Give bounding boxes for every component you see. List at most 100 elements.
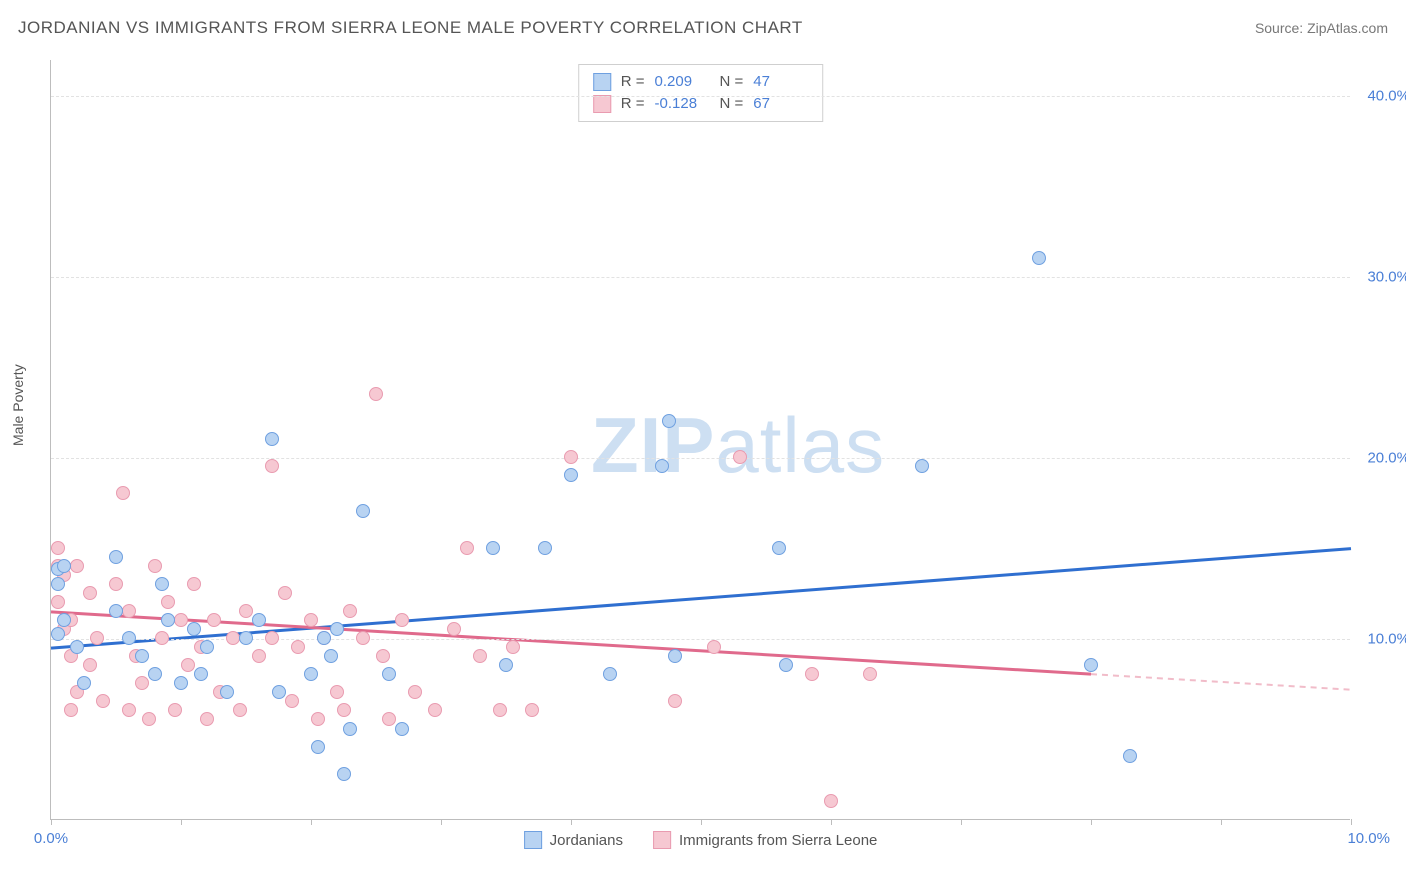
point-series-a	[662, 414, 676, 428]
trend-lines-svg	[51, 60, 1350, 819]
point-series-a	[200, 640, 214, 654]
title-bar: JORDANIAN VS IMMIGRANTS FROM SIERRA LEON…	[18, 18, 1388, 38]
point-series-a	[51, 627, 65, 641]
point-series-b	[805, 667, 819, 681]
point-series-a	[57, 613, 71, 627]
legend-swatch-a	[593, 73, 611, 91]
point-series-b	[265, 459, 279, 473]
point-series-b	[376, 649, 390, 663]
point-series-b	[83, 586, 97, 600]
point-series-a	[122, 631, 136, 645]
point-series-b	[200, 712, 214, 726]
r-value-a: 0.209	[655, 71, 710, 93]
point-series-a	[564, 468, 578, 482]
n-value-a: 47	[753, 71, 808, 93]
y-tick-label: 20.0%	[1367, 450, 1406, 467]
point-series-b	[408, 685, 422, 699]
point-series-b	[187, 577, 201, 591]
watermark-zip: ZIP	[591, 401, 715, 489]
x-tick	[961, 819, 962, 825]
point-series-a	[239, 631, 253, 645]
x-tick	[831, 819, 832, 825]
x-tick	[701, 819, 702, 825]
n-label: N =	[720, 71, 744, 93]
x-tick	[1221, 819, 1222, 825]
point-series-a	[155, 577, 169, 591]
point-series-a	[317, 631, 331, 645]
point-series-b	[51, 595, 65, 609]
point-series-a	[356, 504, 370, 518]
point-series-a	[51, 577, 65, 591]
point-series-b	[51, 541, 65, 555]
point-series-b	[343, 604, 357, 618]
legend-label-a: Jordanians	[550, 832, 623, 849]
point-series-a	[57, 559, 71, 573]
legend-correlation: R = 0.209 N = 47 R = -0.128 N = 67	[578, 64, 824, 122]
point-series-a	[304, 667, 318, 681]
point-series-a	[272, 685, 286, 699]
point-series-b	[226, 631, 240, 645]
point-series-b	[168, 703, 182, 717]
point-series-a	[187, 622, 201, 636]
point-series-b	[64, 703, 78, 717]
point-series-b	[447, 622, 461, 636]
x-tick	[311, 819, 312, 825]
point-series-b	[473, 649, 487, 663]
point-series-b	[252, 649, 266, 663]
point-series-b	[122, 703, 136, 717]
point-series-b	[90, 631, 104, 645]
legend-swatch-b	[593, 95, 611, 113]
watermark: ZIPatlas	[591, 400, 885, 491]
point-series-b	[148, 559, 162, 573]
point-series-a	[77, 676, 91, 690]
point-series-b	[291, 640, 305, 654]
point-series-a	[311, 740, 325, 754]
point-series-b	[135, 676, 149, 690]
point-series-a	[668, 649, 682, 663]
point-series-a	[109, 550, 123, 564]
point-series-b	[733, 450, 747, 464]
point-series-b	[525, 703, 539, 717]
point-series-a	[330, 622, 344, 636]
x-tick	[571, 819, 572, 825]
legend-item-b: Immigrants from Sierra Leone	[653, 831, 877, 849]
x-tick	[1091, 819, 1092, 825]
point-series-b	[207, 613, 221, 627]
point-series-a	[915, 459, 929, 473]
point-series-a	[324, 649, 338, 663]
x-tick	[1351, 819, 1352, 825]
y-tick-label: 30.0%	[1367, 269, 1406, 286]
chart-title: JORDANIAN VS IMMIGRANTS FROM SIERRA LEON…	[18, 18, 803, 38]
point-series-a	[174, 676, 188, 690]
point-series-b	[493, 703, 507, 717]
y-axis-label: Male Poverty	[10, 364, 26, 446]
point-series-b	[116, 486, 130, 500]
point-series-b	[564, 450, 578, 464]
point-series-a	[779, 658, 793, 672]
grid-line	[51, 96, 1350, 97]
point-series-b	[506, 640, 520, 654]
point-series-a	[148, 667, 162, 681]
point-series-b	[460, 541, 474, 555]
watermark-atlas: atlas	[715, 401, 885, 489]
legend-row-a: R = 0.209 N = 47	[593, 71, 809, 93]
point-series-b	[304, 613, 318, 627]
source-label: Source: ZipAtlas.com	[1255, 20, 1388, 36]
point-series-a	[194, 667, 208, 681]
point-series-b	[109, 577, 123, 591]
plot-area: ZIPatlas R = 0.209 N = 47 R = -0.128 N =…	[50, 60, 1350, 820]
point-series-a	[499, 658, 513, 672]
y-tick-label: 40.0%	[1367, 88, 1406, 105]
x-tick	[51, 819, 52, 825]
point-series-a	[109, 604, 123, 618]
legend-item-a: Jordanians	[524, 831, 623, 849]
point-series-b	[122, 604, 136, 618]
point-series-b	[668, 694, 682, 708]
point-series-a	[1123, 749, 1137, 763]
point-series-b	[330, 685, 344, 699]
point-series-a	[265, 432, 279, 446]
legend-swatch-b	[653, 831, 671, 849]
point-series-a	[486, 541, 500, 555]
point-series-b	[239, 604, 253, 618]
point-series-a	[252, 613, 266, 627]
